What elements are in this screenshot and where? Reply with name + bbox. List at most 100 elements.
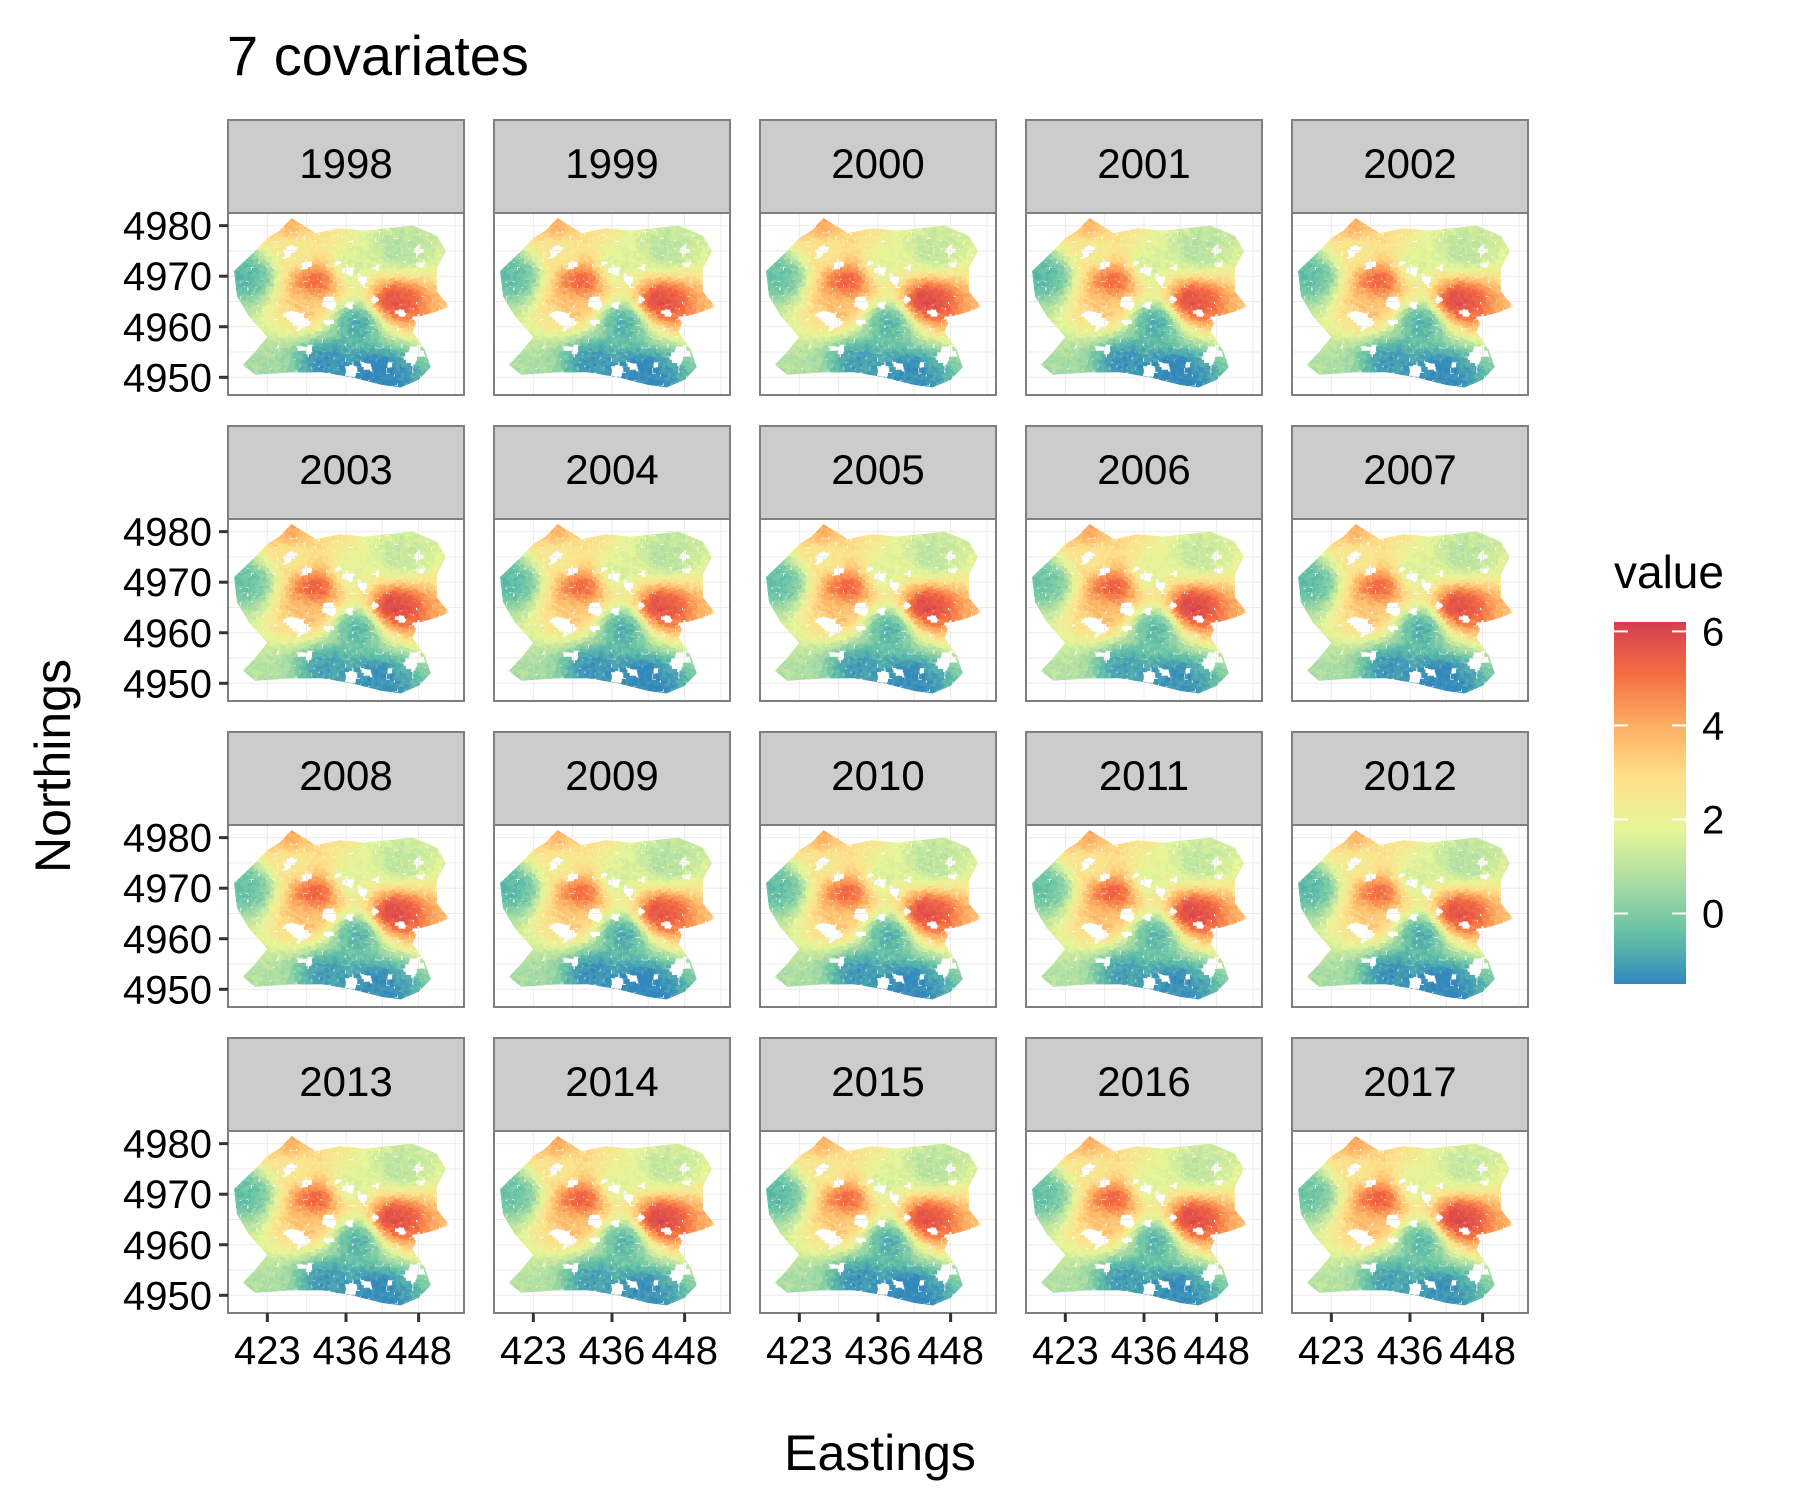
heat-cell	[352, 275, 357, 279]
heat-cell	[400, 352, 405, 356]
heat-cell	[374, 348, 379, 352]
heat-cell	[394, 314, 399, 318]
heat-cell	[567, 351, 572, 355]
heat-cell	[359, 367, 364, 371]
heat-cell	[377, 342, 382, 346]
heat-cell	[512, 267, 517, 271]
heat-cell	[265, 296, 270, 300]
heat-cell	[549, 304, 554, 308]
heat-cell	[344, 308, 349, 312]
y-tick-label: 4980	[123, 205, 212, 249]
heat-cell	[347, 314, 352, 318]
x-axis-label: Eastings	[784, 1425, 976, 1481]
heat-cell	[363, 247, 368, 251]
heat-cell	[583, 239, 588, 243]
heat-cell	[307, 244, 312, 248]
heat-cell	[401, 360, 406, 364]
heat-cell	[403, 248, 408, 252]
heat-cell	[426, 244, 431, 248]
heat-cell	[317, 303, 322, 307]
heat-cell	[265, 368, 270, 372]
heat-cell	[325, 309, 330, 313]
y-tick-label: 4970	[123, 255, 212, 299]
heat-cell	[573, 244, 578, 248]
heat-cell	[254, 296, 259, 300]
heat-cell	[283, 304, 288, 308]
heat-cell	[284, 331, 289, 335]
heat-cell	[371, 256, 376, 260]
heat-cell	[558, 325, 563, 329]
heat-cell	[297, 264, 302, 268]
heat-cell	[550, 356, 555, 360]
heat-cell	[345, 354, 350, 358]
heat-cell	[355, 362, 360, 366]
heat-cell	[340, 357, 345, 361]
heat-cell	[547, 339, 552, 343]
heat-cell	[268, 282, 273, 286]
y-tick-label: 4960	[123, 306, 212, 350]
heat-cell	[400, 299, 405, 303]
heat-cell	[332, 230, 337, 234]
heat-cell	[393, 291, 398, 295]
heat-cell	[242, 287, 247, 291]
heat-cell	[579, 293, 584, 297]
heat-cell	[569, 336, 574, 340]
heat-cell	[415, 229, 420, 233]
heat-cell	[591, 309, 596, 313]
heat-cell	[359, 337, 364, 341]
heat-cell	[295, 294, 300, 298]
heat-cell	[566, 258, 571, 262]
heat-cell	[317, 339, 322, 343]
heat-cell	[291, 345, 296, 349]
heat-cell	[281, 339, 286, 343]
heat-cell	[400, 230, 405, 234]
heat-cell	[347, 276, 352, 280]
heat-cell	[534, 282, 539, 286]
heat-cell	[329, 245, 334, 249]
facet-panel: 1999	[493, 120, 730, 395]
heat-cell	[396, 273, 401, 277]
heat-cell	[580, 365, 585, 369]
heat-cell	[400, 340, 405, 344]
heat-cell	[547, 287, 552, 291]
heat-cell	[314, 365, 319, 369]
heat-cell	[561, 294, 566, 298]
heat-cell	[397, 290, 402, 294]
heat-cell	[427, 298, 432, 302]
heat-cell	[583, 351, 588, 355]
heat-cell	[318, 356, 323, 360]
heat-cell	[561, 365, 566, 369]
heat-cell	[254, 365, 259, 369]
heat-cell	[288, 322, 293, 326]
heat-cell	[543, 233, 548, 237]
heat-cell	[340, 285, 345, 289]
heat-cell	[396, 371, 401, 375]
heat-cell	[408, 366, 413, 370]
heat-cell	[303, 276, 308, 280]
heat-cell	[303, 336, 308, 340]
heat-cell	[569, 276, 574, 280]
y-tick-label: 4950	[123, 356, 212, 400]
heat-cell	[528, 256, 533, 260]
heat-cell	[363, 230, 368, 234]
heat-cell	[273, 262, 278, 266]
heat-cell	[319, 282, 324, 286]
heat-cell	[558, 233, 563, 237]
heat-cell	[583, 339, 588, 343]
heat-cell	[265, 262, 270, 266]
heat-cell	[539, 262, 544, 266]
heat-cell	[531, 368, 536, 372]
heat-cell	[363, 311, 368, 315]
heat-cell	[345, 287, 350, 291]
heat-cell	[411, 270, 416, 274]
heat-cell	[359, 270, 364, 274]
heat-cell	[262, 256, 267, 260]
heat-cell	[577, 334, 582, 338]
heat-cell	[366, 256, 371, 260]
heat-cell	[565, 282, 570, 286]
heat-cell	[348, 328, 353, 332]
heat-cell	[268, 268, 273, 272]
heat-cell	[317, 351, 322, 355]
heat-cell	[396, 305, 401, 309]
